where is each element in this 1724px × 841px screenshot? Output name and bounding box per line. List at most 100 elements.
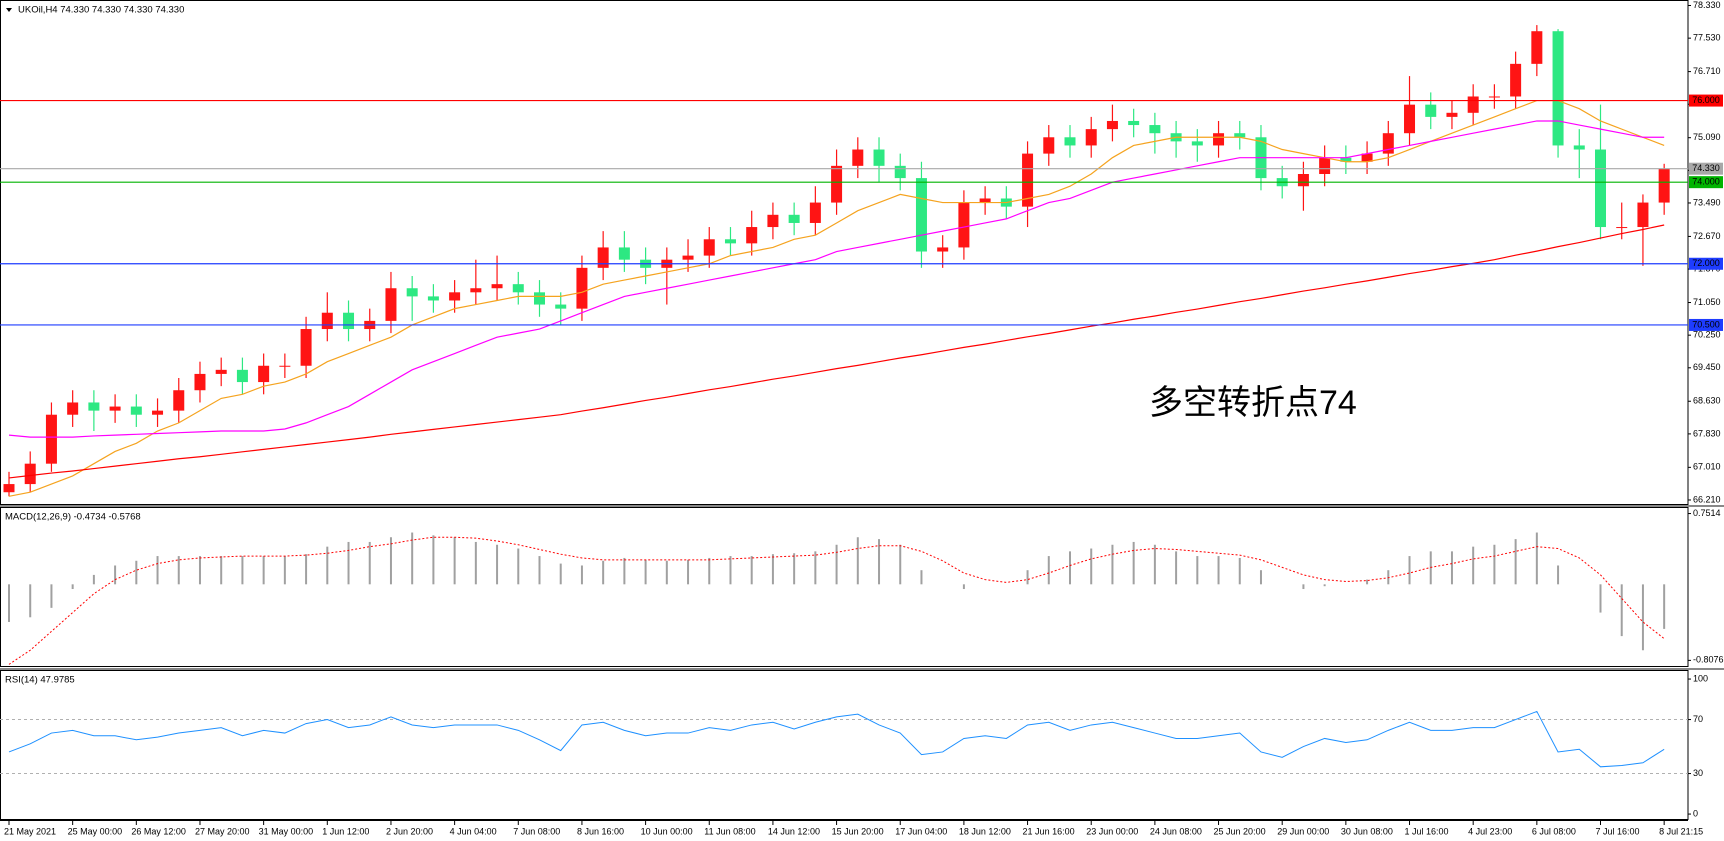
x-tick-label: 30 Jun 08:00: [1341, 826, 1393, 836]
candle-body: [385, 288, 397, 321]
y-tick-label: 78.330: [1693, 0, 1721, 10]
candle-body: [258, 365, 270, 383]
candle-body: [67, 402, 79, 415]
x-tick-label: 7 Jun 08:00: [513, 826, 560, 836]
x-tick-label: 26 May 12:00: [131, 826, 186, 836]
x-tick-label: 1 Jun 12:00: [322, 826, 369, 836]
candle-body: [1191, 141, 1203, 146]
y-tick-label: 72.670: [1693, 231, 1721, 241]
x-tick-label: 21 Jun 16:00: [1023, 826, 1075, 836]
candle-body: [406, 288, 418, 297]
y-tick-label: 69.450: [1693, 362, 1721, 372]
candle-body: [703, 239, 715, 256]
candle-body: [1297, 174, 1309, 187]
y-tick-label: 0: [1693, 808, 1698, 818]
candle-body: [194, 373, 206, 391]
candle-body: [937, 247, 949, 252]
candle-body: [852, 149, 864, 166]
x-tick-label: 24 Jun 08:00: [1150, 826, 1202, 836]
candle-body: [1382, 133, 1394, 154]
candle-body: [300, 329, 312, 366]
candle-body: [109, 406, 121, 411]
candle-body: [682, 255, 694, 260]
candle-body: [343, 312, 355, 330]
y-tick-label: 70.250: [1693, 330, 1721, 340]
y-tick-label: 73.490: [1693, 197, 1721, 207]
level-label: 74.330: [1692, 163, 1720, 173]
y-tick-label: 75.090: [1693, 132, 1721, 142]
candle-body: [1446, 112, 1458, 117]
candle-body: [809, 202, 821, 223]
candle-body: [1085, 129, 1097, 146]
level-label-box: [1689, 176, 1723, 189]
y-tick-label: 67.830: [1693, 428, 1721, 438]
x-tick-label: 6 Jul 08:00: [1532, 826, 1576, 836]
x-tick-label: 25 Jun 20:00: [1214, 826, 1266, 836]
candle-body: [1022, 153, 1034, 207]
x-tick-label: 8 Jul 21:15: [1659, 826, 1703, 836]
panel-frame: [0, 507, 1689, 667]
candle-body: [1361, 153, 1373, 162]
candle-body: [24, 463, 36, 485]
y-tick-label: 30: [1693, 768, 1703, 778]
candle-body: [1340, 157, 1352, 162]
level-label-box: [1689, 162, 1723, 175]
candle-body: [1404, 104, 1416, 134]
x-tick-label: 2 Jun 20:00: [386, 826, 433, 836]
moving-average: [8, 224, 1665, 479]
x-tick-label: 31 May 00:00: [259, 826, 314, 836]
x-tick-label: 17 Jun 04:00: [895, 826, 947, 836]
y-tick-label: 70: [1693, 714, 1703, 724]
candle-body: [958, 202, 970, 248]
y-tick-label: 77.530: [1693, 33, 1721, 43]
x-tick-label: 1 Jul 16:00: [1405, 826, 1449, 836]
candle-body: [1595, 149, 1606, 228]
menu-arrow[interactable]: [6, 8, 12, 12]
candle-body: [3, 484, 15, 493]
candle-body: [1064, 137, 1076, 146]
x-tick-label: 11 Jun 08:00: [704, 826, 755, 836]
candle-body: [1128, 120, 1140, 126]
level-label: 72.000: [1692, 258, 1720, 268]
candle-body: [1531, 31, 1543, 64]
moving-average: [8, 120, 1665, 438]
x-tick-label: 23 Jun 00:00: [1086, 826, 1138, 836]
candle-body: [1213, 133, 1225, 146]
x-tick-label: 14 Jun 12:00: [768, 826, 820, 836]
level-label-box: [1689, 94, 1723, 107]
candle-body: [618, 247, 630, 260]
y-tick-label: 71.050: [1693, 297, 1721, 307]
macd-signal: [8, 536, 1665, 665]
candle-body: [470, 288, 482, 293]
panel-title: UKOil,H4 74.330 74.330 74.330 74.330: [18, 5, 184, 16]
candle-body: [831, 165, 843, 203]
x-tick-label: 25 May 00:00: [68, 826, 123, 836]
candle-body: [894, 165, 906, 179]
candle-body: [1637, 202, 1649, 228]
x-tick-label: 18 Jun 12:00: [959, 826, 1011, 836]
level-label: 70.500: [1692, 319, 1720, 329]
candle-body: [555, 304, 567, 309]
y-tick-label: -0.8076: [1693, 655, 1724, 665]
candle-body: [1658, 168, 1670, 203]
candle-body: [236, 369, 248, 383]
candle-body: [1043, 137, 1055, 154]
candle-body: [279, 365, 291, 367]
y-tick-label: 67.010: [1693, 462, 1721, 472]
candle-body: [130, 406, 142, 415]
candle-body: [767, 214, 779, 228]
candle-body: [1573, 145, 1585, 150]
x-tick-label: 7 Jul 16:00: [1596, 826, 1640, 836]
x-tick-label: 10 Jun 00:00: [641, 826, 693, 836]
x-tick-label: 8 Jun 16:00: [577, 826, 624, 836]
level-label-box: [1689, 318, 1723, 331]
candle-body: [1106, 120, 1118, 130]
candle-body: [88, 402, 100, 411]
x-tick-label: 29 Jun 00:00: [1277, 826, 1329, 836]
moving-average: [8, 99, 1665, 497]
y-tick-label: 76.710: [1693, 66, 1721, 76]
x-tick-label: 4 Jul 23:00: [1468, 826, 1512, 836]
candle-body: [1467, 96, 1479, 113]
